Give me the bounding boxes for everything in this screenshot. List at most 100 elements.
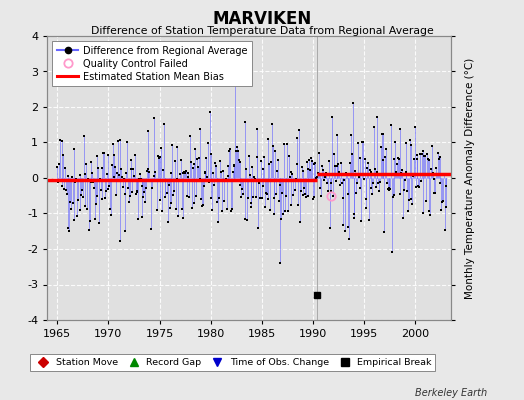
Point: [176, 171, 184, 177]
Point: [374, 180, 383, 186]
Point: [228, 168, 237, 175]
Point: [407, 196, 416, 202]
Point: [223, 172, 232, 179]
Point: [342, 169, 350, 176]
Point: [146, 178, 155, 184]
Point: [159, 167, 167, 174]
Point: [56, 136, 64, 143]
Point: [268, 121, 276, 127]
Point: [119, 184, 127, 191]
Point: [396, 126, 404, 132]
Point: [216, 158, 224, 165]
Point: [388, 249, 396, 256]
Point: [158, 208, 166, 214]
Point: [141, 185, 150, 191]
Point: [406, 137, 414, 143]
Point: [193, 155, 201, 162]
Point: [96, 187, 105, 193]
Point: [137, 176, 145, 182]
Point: [75, 206, 84, 213]
Point: [284, 208, 292, 214]
Point: [258, 183, 267, 189]
Point: [438, 198, 446, 205]
Point: [328, 114, 336, 121]
Point: [157, 145, 166, 151]
Point: [311, 159, 320, 166]
Point: [250, 176, 259, 182]
Point: [183, 174, 192, 180]
Point: [328, 180, 336, 186]
Point: [59, 152, 68, 158]
Point: [276, 260, 285, 266]
Point: [336, 160, 345, 166]
Point: [167, 170, 175, 176]
Point: [227, 208, 235, 214]
Point: [364, 160, 372, 166]
Point: [331, 163, 339, 170]
Point: [219, 178, 227, 184]
Point: [160, 120, 168, 127]
Point: [265, 161, 274, 167]
Point: [281, 193, 290, 200]
Point: [163, 190, 171, 196]
Point: [417, 178, 425, 184]
Point: [400, 186, 408, 193]
Point: [215, 195, 223, 201]
Point: [250, 174, 258, 181]
Point: [392, 168, 400, 175]
Point: [298, 164, 306, 170]
Point: [363, 165, 372, 172]
Point: [261, 190, 270, 196]
Point: [242, 216, 250, 222]
Point: [117, 166, 125, 172]
Point: [213, 199, 222, 205]
Point: [248, 164, 256, 170]
Point: [125, 199, 133, 205]
Point: [225, 148, 234, 154]
Point: [179, 170, 188, 176]
Point: [235, 182, 244, 188]
Point: [333, 132, 342, 138]
Point: [414, 182, 422, 189]
Point: [236, 159, 245, 165]
Point: [361, 156, 369, 162]
Point: [184, 169, 193, 176]
Point: [148, 185, 156, 192]
Point: [133, 188, 141, 194]
Point: [253, 126, 261, 132]
Point: [271, 148, 279, 154]
Point: [152, 177, 160, 183]
Point: [200, 183, 208, 189]
Point: [182, 167, 190, 174]
Point: [410, 156, 418, 162]
Point: [221, 176, 230, 183]
Point: [169, 192, 177, 198]
Point: [385, 187, 394, 194]
Point: [219, 168, 227, 174]
Point: [302, 158, 311, 165]
Point: [201, 169, 210, 176]
Point: [228, 206, 236, 212]
Point: [298, 168, 307, 174]
Point: [377, 144, 385, 150]
Point: [335, 168, 343, 175]
Point: [151, 169, 159, 175]
Point: [260, 154, 268, 160]
Point: [352, 190, 361, 196]
Point: [379, 157, 388, 164]
Point: [418, 148, 427, 154]
Point: [175, 178, 183, 184]
Point: [235, 156, 243, 163]
Point: [302, 194, 310, 201]
Point: [247, 199, 256, 206]
Point: [263, 191, 271, 198]
Point: [288, 171, 297, 178]
Point: [243, 216, 252, 223]
Point: [332, 163, 341, 169]
Point: [74, 177, 83, 184]
Point: [171, 206, 180, 212]
Point: [150, 173, 159, 179]
Point: [252, 194, 260, 200]
Point: [430, 176, 438, 182]
Point: [170, 188, 178, 194]
